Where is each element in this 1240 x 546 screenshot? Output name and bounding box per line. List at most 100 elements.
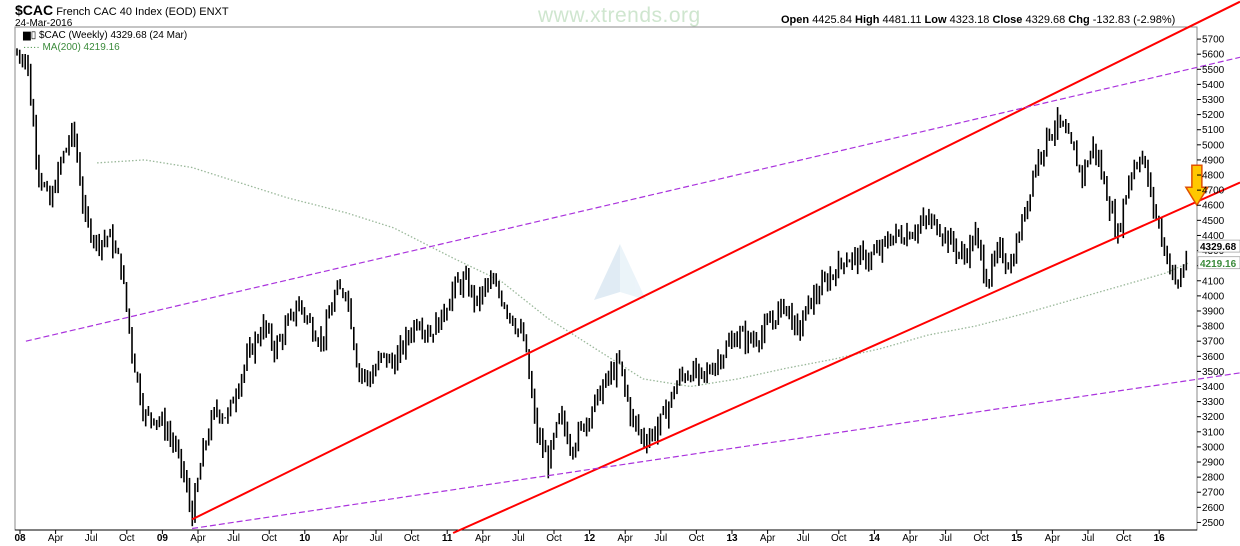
y-tick-label: 2600 xyxy=(1202,503,1225,514)
ma-value-label: 4219.16 xyxy=(1200,259,1237,270)
x-tick-label: 10 xyxy=(299,533,311,544)
x-tick-label: Jul xyxy=(370,533,383,544)
trendline-upper-wedge xyxy=(25,56,1240,342)
price-value-label-box xyxy=(1197,239,1240,253)
y-tick-label: 3200 xyxy=(1202,412,1225,423)
x-tick-label: Jul xyxy=(1082,533,1095,544)
y-tick-label: 5300 xyxy=(1202,95,1225,106)
y-tick-label: 3300 xyxy=(1202,397,1225,408)
x-tick-label: Oct xyxy=(1116,533,1132,544)
trendline-layer xyxy=(25,0,1240,534)
legend-ma-entry: ····· MA(200) 4219.16 xyxy=(23,42,187,54)
y-tick-label: 3100 xyxy=(1202,427,1225,438)
y-tick-label: 5000 xyxy=(1202,140,1225,151)
y-tick-label: 5600 xyxy=(1202,50,1225,61)
y-tick-label: 2700 xyxy=(1202,488,1225,499)
watermark: www.xtrends.org xyxy=(538,4,701,27)
x-tick-label: Oct xyxy=(261,533,277,544)
y-tick-label: 4700 xyxy=(1202,186,1225,197)
y-tick-label: 4500 xyxy=(1202,216,1225,227)
y-tick-label: 4900 xyxy=(1202,155,1225,166)
price-value-label: 4329.68 xyxy=(1200,242,1237,253)
annotation-layer xyxy=(1184,164,1210,207)
y-tick-label: 3500 xyxy=(1202,367,1225,378)
y-tick-label: 3600 xyxy=(1202,352,1225,363)
x-tick-label: Apr xyxy=(617,533,633,544)
y-tick-label: 5500 xyxy=(1202,65,1225,76)
y-tick-label: 5700 xyxy=(1202,35,1225,46)
x-tick-label: Apr xyxy=(333,533,349,544)
ticker-line: $CAC French CAC 40 Index (EOD) ENXT xyxy=(15,2,229,18)
legend-price-label: $CAC (Weekly) 4329.68 (24 Mar) xyxy=(38,30,188,41)
x-tick-label: Apr xyxy=(1045,533,1061,544)
x-tick-label: 14 xyxy=(869,533,881,544)
y-tick-label: 4100 xyxy=(1202,276,1225,287)
x-tick-label: 08 xyxy=(14,533,26,544)
x-tick-label: 13 xyxy=(726,533,738,544)
ticker-symbol: $CAC xyxy=(15,2,54,18)
y-tick-label: 5100 xyxy=(1202,125,1225,136)
y-tick-label: 4400 xyxy=(1202,231,1225,242)
arrow-down-icon xyxy=(1184,164,1210,207)
chg-label: Chg xyxy=(1068,14,1090,26)
index-name: French CAC 40 Index (EOD) xyxy=(56,6,197,18)
y-tick-label: 3900 xyxy=(1202,306,1225,317)
y-tick-label: 4000 xyxy=(1202,291,1225,302)
y-tick-label: 3400 xyxy=(1202,382,1225,393)
chart-date: 24-Mar-2016 xyxy=(15,18,73,29)
trendline-upper-channel xyxy=(191,0,1240,521)
chart-legend: ▆▯ $CAC (Weekly) 4329.68 (24 Mar) ····· … xyxy=(21,30,190,54)
x-tick-label: Oct xyxy=(404,533,420,544)
y-tick-label: 5200 xyxy=(1202,110,1225,121)
x-tick-label: Jul xyxy=(512,533,525,544)
x-axis: 08 Apr Jul Oct 09 Apr Jul Oct 10 Apr Jul Oct 11 Apr Ju… xyxy=(14,530,1165,544)
x-tick-label: Jul xyxy=(939,533,952,544)
y-tick-label: 2900 xyxy=(1202,458,1225,469)
close-value: 4329.68 xyxy=(1025,14,1066,26)
high-label: High xyxy=(855,14,880,26)
low-label: Low xyxy=(924,14,947,26)
chart-header: $CAC French CAC 40 Index (EOD) ENXT 24-M… xyxy=(15,2,229,29)
x-tick-label: Apr xyxy=(190,533,206,544)
x-tick-label: 11 xyxy=(442,533,453,544)
chg-value: -132.83 (-2.98%) xyxy=(1092,14,1176,26)
x-tick-label: Oct xyxy=(831,533,847,544)
y-tick-label: 2800 xyxy=(1202,473,1225,484)
x-tick-label: Jul xyxy=(797,533,810,544)
low-value: 4323.18 xyxy=(949,14,990,26)
trendline-lower-channel xyxy=(452,181,1240,534)
ma-200-line xyxy=(97,159,1190,388)
trendline-lower-wedge xyxy=(192,372,1240,530)
legend-ma-swatch: ····· xyxy=(23,42,40,53)
x-tick-label: 15 xyxy=(1011,533,1023,544)
x-tick-label: Apr xyxy=(760,533,776,544)
x-tick-label: Jul xyxy=(227,533,240,544)
x-tick-label: Apr xyxy=(48,533,64,544)
open-label: Open xyxy=(781,14,810,26)
x-tick-label: Jul xyxy=(85,533,98,544)
x-tick-label: 12 xyxy=(584,533,596,544)
x-tick-label: Oct xyxy=(689,533,705,544)
close-label: Close xyxy=(992,14,1023,26)
y-tick-label: 3800 xyxy=(1202,322,1225,333)
legend-ma-label: MA(200) 4219.16 xyxy=(42,42,120,53)
x-tick-label: 16 xyxy=(1154,533,1166,544)
x-tick-label: 09 xyxy=(157,533,169,544)
y-tick-label: 3000 xyxy=(1202,442,1225,453)
y-axis: 2500 2600 2700 2800 2900 3000 3100 3200 3300 3400… xyxy=(1197,35,1240,529)
price-layer xyxy=(16,48,1188,527)
x-tick-label: Apr xyxy=(475,533,491,544)
ma-layer xyxy=(97,159,1190,388)
ohlc-readout: Open 4425.84 High 4481.11 Low 4323.18 Cl… xyxy=(781,14,1175,26)
y-tick-label: 4600 xyxy=(1202,201,1225,212)
legend-price-swatch: ▆▯ xyxy=(23,30,37,41)
y-tick-label: 2500 xyxy=(1202,518,1225,529)
y-tick-label: 3700 xyxy=(1202,337,1225,348)
exchange-code: ENXT xyxy=(199,6,229,18)
open-value: 4425.84 xyxy=(812,14,852,26)
x-tick-label: Oct xyxy=(546,533,562,544)
ma-value-label-box xyxy=(1197,256,1240,270)
high-value: 4481.11 xyxy=(882,14,922,26)
x-tick-label: Oct xyxy=(119,533,135,544)
